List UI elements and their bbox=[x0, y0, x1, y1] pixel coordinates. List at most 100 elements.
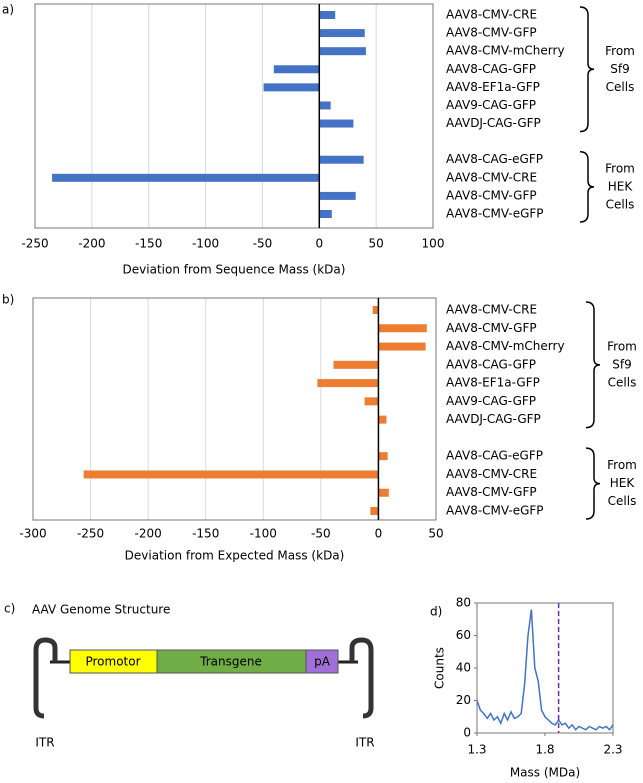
bar bbox=[378, 488, 389, 497]
group-label: Cells bbox=[608, 375, 637, 389]
x-tick-label: 50 bbox=[369, 237, 384, 251]
itr-shape bbox=[33, 637, 58, 719]
y-axis-title: Counts bbox=[433, 647, 447, 689]
x-tick-label: -50 bbox=[311, 527, 331, 541]
category-label: AAV8-CMV-GFP bbox=[446, 26, 537, 40]
bar bbox=[370, 507, 379, 515]
bar bbox=[378, 415, 387, 424]
data-line bbox=[476, 609, 614, 731]
bar bbox=[319, 210, 332, 218]
x-tick-label: 0 bbox=[315, 237, 323, 251]
x-tick-label: 100 bbox=[422, 237, 445, 251]
group-bracket bbox=[585, 447, 601, 520]
x-axis-title: Deviation from Expected Mass (kDa) bbox=[125, 549, 345, 563]
bar bbox=[333, 360, 379, 369]
x-axis-title: Mass (MDa) bbox=[510, 766, 580, 780]
bar bbox=[319, 29, 365, 38]
bar bbox=[317, 379, 379, 388]
category-label: AAV8-CMV-eGFP bbox=[446, 207, 544, 221]
category-label: AAV8-CMV-GFP bbox=[446, 485, 537, 499]
category-label: AAV8-CMV-GFP bbox=[446, 321, 537, 335]
category-label: AAV8-CMV-GFP bbox=[446, 188, 537, 202]
group-label: Cells bbox=[606, 80, 635, 94]
x-tick-label: -250 bbox=[21, 237, 48, 251]
itr-shape bbox=[349, 637, 374, 719]
y-tick-label: 20 bbox=[456, 693, 471, 707]
box-label: Transgene bbox=[199, 655, 262, 669]
bar bbox=[319, 11, 336, 19]
category-label: AAV8-CMV-mCherry bbox=[446, 339, 565, 353]
diagram-title: AAV Genome Structure bbox=[32, 603, 170, 617]
bar bbox=[52, 173, 320, 182]
x-tick-label: -200 bbox=[78, 237, 105, 251]
category-label: AAV8-CAG-GFP bbox=[446, 62, 536, 76]
category-label: AAV8-CMV-CRE bbox=[446, 467, 537, 481]
category-label: AAV8-CAG-eGFP bbox=[446, 152, 543, 166]
x-tick-label: 1.8 bbox=[535, 743, 554, 757]
x-tick-label: -150 bbox=[192, 527, 219, 541]
group-label: Sf9 bbox=[612, 357, 631, 371]
itr-label: ITR bbox=[35, 736, 54, 750]
plot-frame bbox=[32, 297, 437, 521]
genome-diagram: c) AAV Genome Structure Promotor Transge… bbox=[4, 602, 375, 750]
x-tick-label: -250 bbox=[77, 527, 104, 541]
itr-label: ITR bbox=[355, 736, 374, 750]
category-label: AAV8-CAG-GFP bbox=[446, 357, 536, 371]
bar bbox=[378, 452, 388, 461]
plot-frame bbox=[34, 3, 434, 229]
category-label: AAV8-CMV-CRE bbox=[446, 170, 537, 184]
x-tick-label: 50 bbox=[428, 527, 443, 541]
group-label: HEK bbox=[608, 179, 634, 193]
panel-label: a) bbox=[2, 3, 14, 17]
y-tick-label: 40 bbox=[456, 661, 471, 675]
category-label: AAV8-CAG-eGFP bbox=[446, 449, 543, 463]
group-label: From bbox=[607, 458, 637, 472]
group-label: Sf9 bbox=[610, 62, 629, 76]
box-label: pA bbox=[314, 655, 331, 669]
y-tick-label: 80 bbox=[456, 596, 471, 610]
bar bbox=[319, 191, 356, 200]
category-label: AAVDJ-CAG-GFP bbox=[446, 412, 541, 426]
group-label: Cells bbox=[608, 494, 637, 508]
group-label: From bbox=[605, 44, 635, 58]
x-tick-label: -50 bbox=[253, 237, 273, 251]
bar bbox=[378, 324, 427, 333]
category-label: AAV8-CMV-mCherry bbox=[446, 44, 565, 58]
group-label: From bbox=[605, 161, 635, 175]
category-label: AAV8-EF1a-GFP bbox=[446, 80, 540, 94]
panel-label: c) bbox=[4, 602, 15, 616]
group-label: From bbox=[607, 339, 637, 353]
x-tick-label: -150 bbox=[135, 237, 162, 251]
polya-box bbox=[305, 649, 339, 674]
bar bbox=[83, 470, 379, 479]
y-tick-label: 60 bbox=[456, 628, 471, 642]
bar bbox=[364, 397, 379, 406]
box-label: Promotor bbox=[85, 655, 140, 669]
x-tick-label: 2.3 bbox=[603, 743, 622, 757]
group-bracket bbox=[579, 6, 595, 133]
bar bbox=[372, 306, 379, 314]
x-tick-label: 0 bbox=[375, 527, 383, 541]
category-label: AAV8-EF1a-GFP bbox=[446, 376, 540, 390]
y-tick-label: 0 bbox=[463, 726, 471, 740]
category-label: AAV8-CMV-CRE bbox=[446, 8, 537, 22]
bar bbox=[319, 47, 366, 56]
category-label: AAV9-CAG-GFP bbox=[446, 394, 536, 408]
group-label: Cells bbox=[606, 197, 635, 211]
x-axis-title: Deviation from Sequence Mass (kDa) bbox=[123, 263, 346, 277]
group-bracket bbox=[585, 301, 601, 429]
bar bbox=[273, 65, 320, 74]
category-label: AAV9-CAG-GFP bbox=[446, 98, 536, 112]
bar bbox=[319, 101, 331, 110]
group-bracket bbox=[579, 150, 595, 223]
bar bbox=[263, 83, 320, 92]
x-tick-label: -300 bbox=[19, 527, 46, 541]
x-tick-label: -100 bbox=[192, 237, 219, 251]
bar bbox=[378, 342, 426, 351]
bar bbox=[319, 119, 354, 128]
x-tick-label: -100 bbox=[250, 527, 277, 541]
panel-label: d) bbox=[430, 605, 442, 619]
group-label: HEK bbox=[610, 476, 636, 490]
